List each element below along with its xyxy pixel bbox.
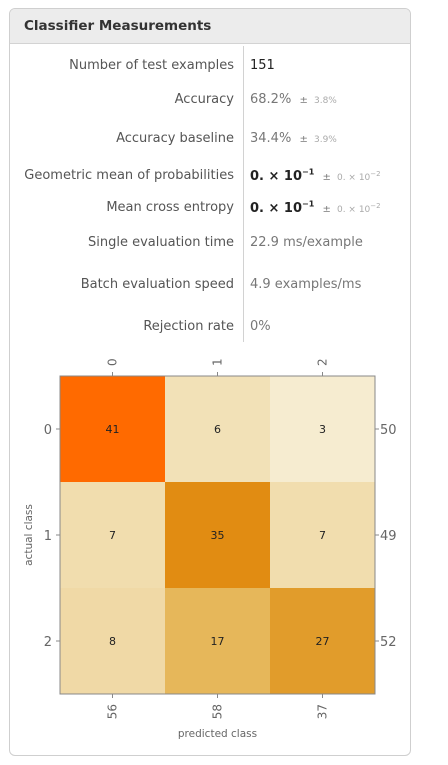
- column-total-label: 58: [211, 704, 225, 719]
- accuracy-value: 68.2%: [250, 92, 292, 107]
- y-axis-label: actual class: [23, 504, 35, 566]
- geo-mean-uncertainty: 0. × 10−2: [336, 170, 381, 184]
- label-value-divider: [243, 46, 244, 342]
- accuracy-uncertainty: 3.8%: [313, 96, 337, 106]
- row-total-label: 49: [380, 529, 397, 544]
- predicted-class-tick-label: 2: [316, 358, 330, 366]
- measurement-label: Rejection rate: [143, 319, 234, 334]
- column-total-label: 37: [316, 704, 330, 719]
- measurement-row-evaluation-time: Single evaluation time 22.9 ms/example: [0, 235, 402, 255]
- measurement-value: 22.9 ms/example: [250, 235, 363, 250]
- measurement-value: 68.2% ± 3.8%: [250, 92, 337, 107]
- column-total-label: 56: [106, 704, 120, 719]
- actual-class-tick-label: 1: [44, 529, 52, 544]
- cell-value-label: 8: [109, 635, 116, 648]
- predicted-class-tick-label: 1: [211, 358, 225, 366]
- baseline-value: 34.4%: [250, 131, 292, 146]
- matrix-cell: [60, 588, 165, 694]
- measurement-label: Number of test examples: [69, 58, 234, 73]
- measurement-value: 0%: [250, 319, 271, 334]
- cross-entropy-value: 0. × 10−1: [250, 200, 315, 217]
- measurement-row-cross-entropy: Mean cross entropy 0. × 10−1 ± 0. × 10−2: [0, 200, 402, 220]
- actual-class-tick-label: 2: [44, 635, 52, 650]
- cell-value-label: 17: [211, 635, 225, 648]
- panel-title: Classifier Measurements: [24, 18, 212, 34]
- measurement-row-rejection-rate: Rejection rate 0%: [0, 319, 402, 339]
- measurement-label: Single evaluation time: [88, 235, 234, 250]
- matrix-cell: [165, 376, 270, 482]
- measurement-row-geometric-mean: Geometric mean of probabilities 0. × 10−…: [0, 168, 402, 188]
- cell-value-label: 3: [319, 423, 326, 436]
- matrix-cell: [165, 482, 270, 588]
- cell-value-label: 6: [214, 423, 221, 436]
- cell-value-label: 35: [211, 529, 225, 542]
- measurement-value: 34.4% ± 3.9%: [250, 131, 337, 146]
- cross-entropy-uncertainty: 0. × 10−2: [336, 202, 381, 216]
- cell-value-label: 27: [316, 635, 330, 648]
- plus-minus-sign: ±: [299, 95, 308, 106]
- measurement-label: Accuracy: [174, 92, 234, 107]
- matrix-cell: [165, 588, 270, 694]
- cell-value-label: 7: [109, 529, 116, 542]
- measurement-row-accuracy: Accuracy 68.2% ± 3.8%: [0, 92, 402, 112]
- measurement-value: 151: [250, 58, 275, 73]
- matrix-cell: [270, 376, 375, 482]
- geo-mean-value: 0. × 10−1: [250, 168, 315, 185]
- measurement-value: 0. × 10−1 ± 0. × 10−2: [250, 200, 381, 216]
- matrix-cell: [60, 376, 165, 482]
- plus-minus-sign: ±: [322, 204, 331, 216]
- row-total-label: 52: [380, 635, 397, 650]
- matrix-cell: [270, 588, 375, 694]
- cell-value-label: 7: [319, 529, 326, 542]
- measurement-value: 4.9 examples/ms: [250, 277, 362, 292]
- measurement-row-batch-speed: Batch evaluation speed 4.9 examples/ms: [0, 277, 402, 297]
- panel-header: Classifier Measurements: [10, 9, 410, 44]
- plus-minus-sign: ±: [322, 172, 331, 184]
- measurement-label: Accuracy baseline: [116, 131, 234, 146]
- x-axis-label: predicted class: [178, 728, 257, 740]
- cell-value-label: 41: [106, 423, 120, 436]
- row-total-label: 50: [380, 423, 397, 438]
- measurement-row-test-examples: Number of test examples 151: [0, 58, 402, 78]
- baseline-uncertainty: 3.9%: [313, 135, 337, 145]
- measurement-value: 0. × 10−1 ± 0. × 10−2: [250, 168, 381, 184]
- matrix-cell: [60, 482, 165, 588]
- measurement-label: Mean cross entropy: [106, 200, 234, 215]
- plus-minus-sign: ±: [299, 134, 308, 145]
- measurement-row-accuracy-baseline: Accuracy baseline 34.4% ± 3.9%: [0, 131, 402, 151]
- measurement-label: Batch evaluation speed: [80, 277, 234, 292]
- matrix-cell: [270, 482, 375, 588]
- measurement-label: Geometric mean of probabilities: [24, 168, 234, 183]
- actual-class-tick-label: 0: [44, 423, 52, 438]
- predicted-class-tick-label: 0: [106, 358, 120, 366]
